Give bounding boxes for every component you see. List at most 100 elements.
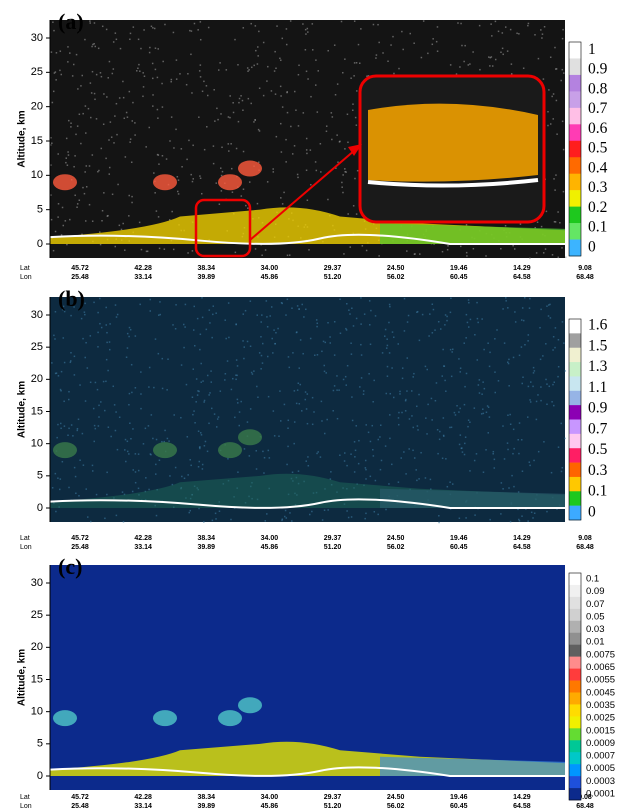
noise xyxy=(253,121,255,123)
noise xyxy=(469,470,471,472)
noise xyxy=(349,313,351,315)
noise xyxy=(53,72,56,74)
noise xyxy=(388,352,391,354)
noise xyxy=(93,440,96,443)
noise xyxy=(479,68,481,71)
y-axis-label: Altitude, km xyxy=(17,649,28,706)
noise xyxy=(488,365,491,368)
noise xyxy=(267,65,269,68)
noise xyxy=(66,243,68,246)
colorbar-label: 0.9 xyxy=(588,400,608,417)
noise xyxy=(124,438,127,441)
noise xyxy=(541,33,544,35)
noise xyxy=(248,69,250,71)
y-tick-label: 0 xyxy=(37,502,43,514)
noise xyxy=(180,416,182,419)
noise xyxy=(248,455,251,457)
noise xyxy=(128,326,131,329)
noise xyxy=(459,407,461,410)
noise xyxy=(199,177,202,180)
noise xyxy=(105,380,107,383)
noise xyxy=(450,297,452,299)
noise xyxy=(140,371,142,373)
noise xyxy=(266,181,269,183)
noise xyxy=(297,176,299,179)
lon-value: 56.02 xyxy=(387,544,405,551)
noise xyxy=(129,328,132,331)
noise xyxy=(304,398,307,401)
noise xyxy=(247,207,249,209)
noise xyxy=(124,449,126,451)
noise xyxy=(431,303,434,306)
noise xyxy=(82,337,84,340)
noise xyxy=(459,434,462,436)
noise xyxy=(89,381,92,384)
noise xyxy=(164,23,166,26)
noise xyxy=(137,453,140,455)
noise xyxy=(286,254,289,257)
noise xyxy=(243,346,246,348)
noise xyxy=(424,365,427,368)
noise xyxy=(196,317,199,320)
noise xyxy=(365,424,367,426)
lat-value: 38.34 xyxy=(197,265,215,272)
noise xyxy=(360,28,362,30)
noise xyxy=(73,466,76,469)
noise xyxy=(142,95,144,98)
noise xyxy=(417,429,419,431)
noise xyxy=(63,400,65,403)
noise xyxy=(345,327,347,330)
noise xyxy=(243,357,245,360)
noise xyxy=(65,157,68,159)
noise xyxy=(293,390,296,392)
noise xyxy=(365,249,368,252)
noise xyxy=(51,487,54,489)
noise xyxy=(335,167,337,169)
noise xyxy=(225,337,227,340)
noise xyxy=(206,94,209,97)
noise xyxy=(114,115,116,117)
lon-label: Lon xyxy=(20,803,32,810)
noise xyxy=(280,122,282,125)
noise xyxy=(266,326,269,328)
noise xyxy=(564,437,566,440)
noise xyxy=(346,464,348,467)
noise xyxy=(386,344,389,347)
noise xyxy=(494,338,496,340)
noise xyxy=(295,402,298,405)
noise xyxy=(553,404,555,407)
noise xyxy=(89,22,91,24)
noise xyxy=(551,95,553,98)
noise xyxy=(240,400,242,403)
noise xyxy=(190,53,192,56)
noise xyxy=(286,298,289,301)
lat-value: 29.37 xyxy=(324,794,342,801)
noise xyxy=(496,329,498,331)
surface xyxy=(49,233,565,245)
lon-label: Lon xyxy=(20,274,32,281)
noise xyxy=(229,116,231,119)
noise xyxy=(66,164,69,166)
noise xyxy=(306,152,308,155)
noise xyxy=(274,50,276,53)
noise xyxy=(354,449,357,452)
noise xyxy=(206,126,208,128)
y-tick-label: 20 xyxy=(31,373,43,385)
noise xyxy=(270,90,273,92)
noise xyxy=(319,143,322,145)
noise xyxy=(486,405,489,407)
noise xyxy=(369,475,372,478)
noise xyxy=(216,107,218,110)
colorbar-segment xyxy=(569,239,581,257)
noise xyxy=(115,316,118,318)
colorbar-label: 0.0003 xyxy=(586,776,615,787)
noise xyxy=(146,250,149,253)
noise xyxy=(51,101,54,104)
noise xyxy=(497,380,500,382)
noise xyxy=(336,83,339,85)
noise xyxy=(237,402,239,404)
noise xyxy=(532,385,534,388)
noise xyxy=(75,53,78,56)
lon-value: 33.14 xyxy=(134,544,152,551)
noise xyxy=(467,64,470,66)
